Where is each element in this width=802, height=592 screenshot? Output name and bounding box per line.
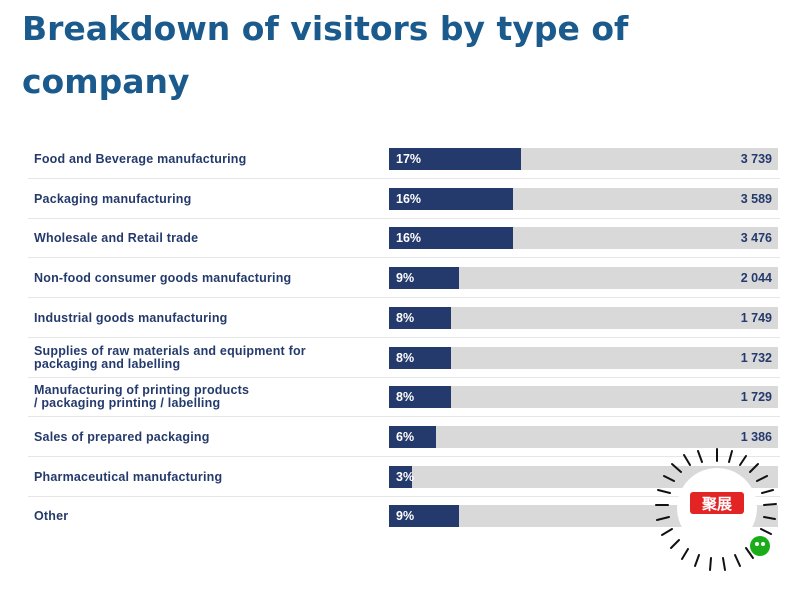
category-label: Non-food consumer goods manufacturing	[34, 270, 292, 285]
qr-badge-text: 聚展	[701, 495, 732, 513]
bar-track	[389, 386, 778, 408]
value-label: 1 749	[740, 311, 772, 325]
qr-ring	[655, 448, 777, 571]
row-separator	[28, 218, 780, 219]
bar	[389, 505, 459, 527]
value-label: 1 386	[740, 430, 772, 444]
category-label: Pharmaceutical manufacturing	[34, 469, 223, 484]
bar	[389, 347, 451, 369]
value-label: 3 739	[740, 152, 772, 166]
percent-label: 8%	[396, 390, 415, 404]
percent-label: 3%	[396, 470, 415, 484]
category-label: Manufacturing of printing products / pac…	[34, 383, 250, 410]
row-separator	[28, 496, 780, 497]
row-separator	[28, 377, 780, 378]
bar	[389, 386, 451, 408]
row-separator	[28, 297, 780, 298]
bar	[389, 267, 459, 289]
value-label: 2 044	[740, 271, 772, 285]
percent-label: 17%	[396, 152, 422, 166]
category-label: Wholesale and Retail trade	[34, 230, 199, 245]
bar	[389, 307, 451, 329]
value-label: 3 589	[740, 192, 772, 206]
bar	[389, 148, 521, 170]
percent-label: 9%	[396, 509, 415, 523]
value-label: 3 476	[740, 231, 772, 245]
qr-badge	[690, 492, 744, 514]
row-separator	[28, 178, 780, 179]
category-label: Industrial goods manufacturing	[34, 310, 228, 325]
value-label: 1 729	[740, 390, 772, 404]
row-separator	[28, 456, 780, 457]
category-label: Packaging manufacturing	[34, 191, 192, 206]
category-label: Sales of prepared packaging	[34, 429, 210, 444]
chart-title: Breakdown of visitors by type of company	[22, 9, 629, 101]
row-separator	[28, 337, 780, 338]
bar	[389, 227, 513, 249]
bar	[389, 466, 412, 488]
bar	[389, 188, 513, 210]
bar	[389, 426, 436, 448]
row-separator	[28, 257, 780, 258]
percent-label: 8%	[396, 351, 415, 365]
category-label: Supplies of raw materials and equipment …	[34, 344, 306, 371]
bar-track	[389, 426, 778, 448]
bar-track	[389, 267, 778, 289]
row-separator	[28, 416, 780, 417]
bar-track	[389, 307, 778, 329]
percent-label: 8%	[396, 311, 415, 325]
percent-label: 9%	[396, 271, 415, 285]
percent-label: 16%	[396, 192, 422, 206]
category-label: Food and Beverage manufacturing	[34, 151, 247, 166]
wechat-icon	[750, 536, 770, 556]
category-label: Other	[34, 508, 69, 523]
value-label: 1 732	[740, 351, 772, 365]
bar-track	[389, 347, 778, 369]
percent-label: 6%	[396, 430, 415, 444]
qr-code-overlay: 聚展	[655, 448, 777, 571]
percent-label: 16%	[396, 231, 422, 245]
